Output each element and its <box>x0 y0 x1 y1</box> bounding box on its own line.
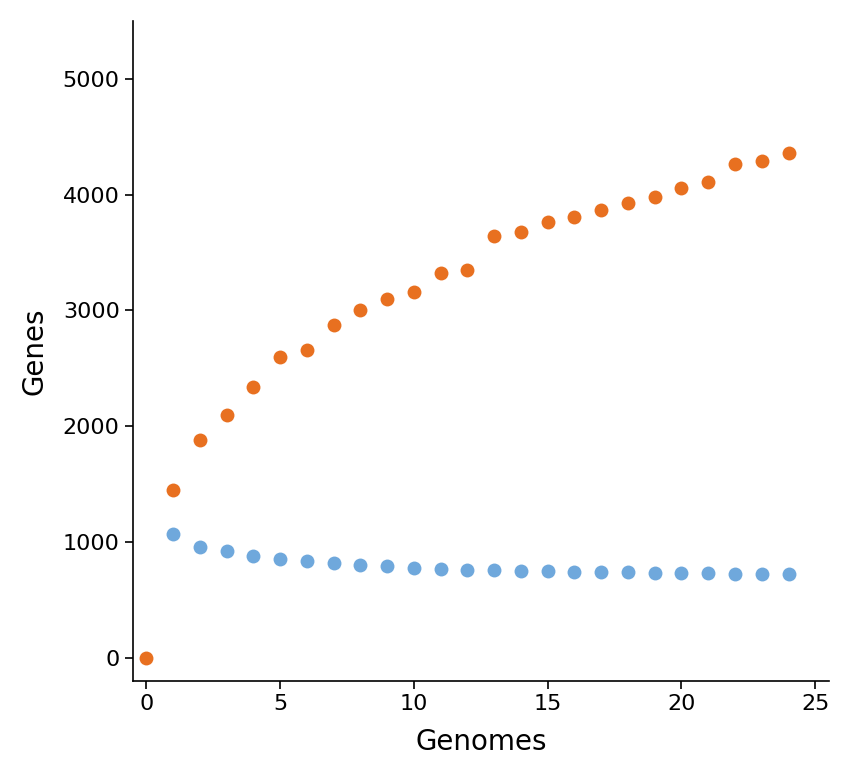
Point <box>434 563 448 575</box>
Point <box>353 305 367 317</box>
Point <box>514 565 528 577</box>
Point <box>327 556 340 569</box>
Point <box>327 319 340 332</box>
Point <box>755 568 768 580</box>
Point <box>648 190 661 203</box>
Point <box>728 567 742 580</box>
Point <box>273 552 287 565</box>
Point <box>300 555 314 567</box>
Point <box>755 155 768 167</box>
Point <box>353 559 367 571</box>
Point <box>220 409 233 421</box>
X-axis label: Genomes: Genomes <box>415 728 546 756</box>
Point <box>193 541 207 553</box>
Point <box>782 568 796 580</box>
Point <box>568 566 581 578</box>
Point <box>594 566 608 578</box>
Point <box>782 147 796 159</box>
Point <box>166 528 180 540</box>
Point <box>434 267 448 280</box>
Point <box>568 211 581 223</box>
Point <box>514 225 528 238</box>
Point <box>488 230 501 242</box>
Point <box>541 216 555 228</box>
Point <box>648 566 661 579</box>
Point <box>621 197 635 209</box>
Point <box>193 434 207 446</box>
Point <box>407 562 420 574</box>
Point <box>675 567 688 580</box>
Point <box>460 263 474 276</box>
Point <box>460 563 474 576</box>
Point <box>621 566 635 579</box>
Point <box>247 381 260 393</box>
Point <box>166 484 180 497</box>
Point <box>488 564 501 577</box>
Point <box>407 286 420 298</box>
Point <box>380 293 394 305</box>
Point <box>300 343 314 356</box>
Point <box>380 560 394 573</box>
Point <box>728 159 742 171</box>
Point <box>541 565 555 577</box>
Point <box>220 545 233 558</box>
Point <box>140 652 153 664</box>
Point <box>247 550 260 563</box>
Point <box>594 204 608 216</box>
Point <box>273 350 287 363</box>
Point <box>701 567 715 580</box>
Y-axis label: Genes: Genes <box>20 307 49 395</box>
Point <box>701 176 715 188</box>
Point <box>675 181 688 193</box>
